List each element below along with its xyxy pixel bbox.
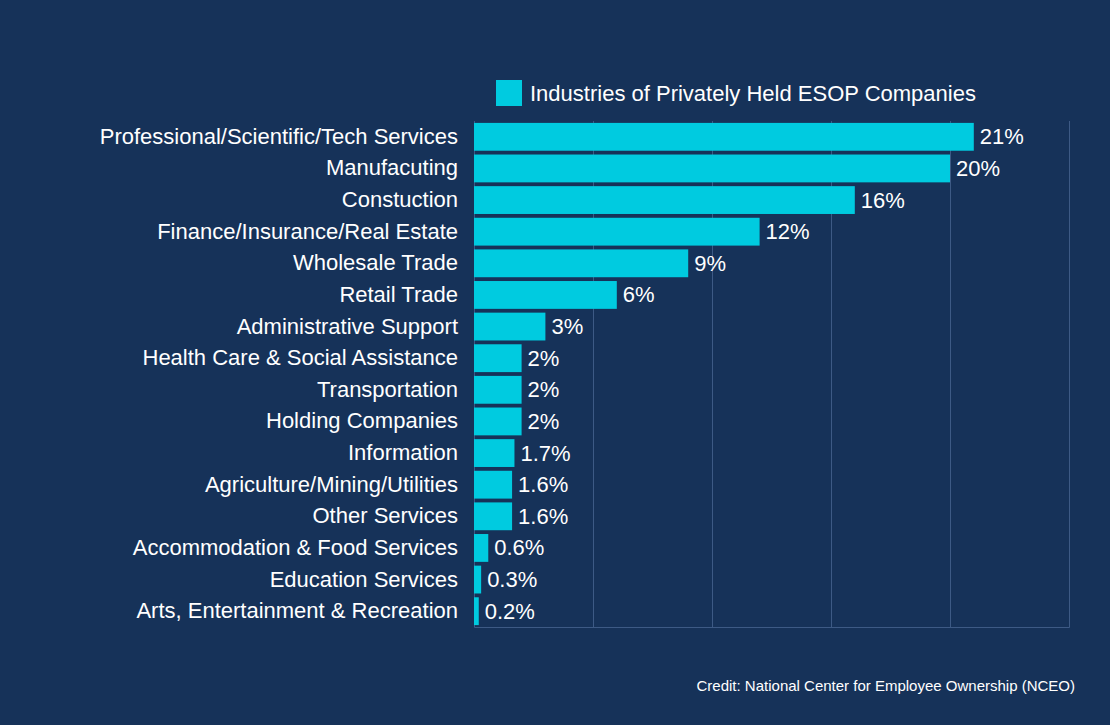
y-tick-label: Administrative Support: [237, 314, 458, 339]
y-tick-label: Retail Trade: [339, 282, 458, 307]
y-tick: Agriculture/Mining/Utilities: [205, 472, 474, 497]
y-tick-label: Manufacuting: [326, 155, 458, 180]
y-tick: Health Care & Social Assistance: [143, 345, 475, 370]
y-tick: Wholesale Trade: [293, 250, 474, 275]
data-label: 6%: [623, 282, 655, 307]
y-tick-label: Transportation: [317, 377, 458, 402]
data-label: 0.3%: [487, 567, 537, 592]
x-axis: [475, 121, 1070, 628]
bar: [474, 566, 481, 594]
bar: [474, 249, 688, 277]
y-tick-label: Health Care & Social Assistance: [143, 345, 459, 370]
bar: [474, 439, 514, 467]
data-label: 12%: [766, 219, 810, 244]
bar: [474, 376, 522, 404]
y-tick-label: Education Services: [270, 567, 458, 592]
bar: [474, 597, 479, 625]
grid-line: [1069, 121, 1070, 627]
data-label: 1.7%: [520, 441, 570, 466]
y-tick: Education Services: [270, 567, 474, 592]
y-tick: Constuction: [342, 187, 474, 212]
bar: [474, 408, 522, 436]
y-tick-label: Holding Companies: [266, 408, 458, 433]
y-tick: Transportation: [317, 377, 474, 402]
y-tick: Information: [348, 440, 474, 465]
legend-label: Industries of Privately Held ESOP Compan…: [530, 81, 976, 106]
y-tick-label: Other Services: [313, 503, 459, 528]
y-tick-label: Agriculture/Mining/Utilities: [205, 472, 458, 497]
data-label: 16%: [861, 188, 905, 213]
bar: [474, 218, 760, 246]
y-tick-label: Wholesale Trade: [293, 250, 458, 275]
y-tick: Professional/Scientific/Tech Services: [100, 124, 474, 149]
data-label: 3%: [551, 314, 583, 339]
data-label: 1.6%: [518, 472, 568, 497]
y-tick: Holding Companies: [266, 408, 474, 433]
y-tick: Other Services: [313, 503, 475, 528]
y-tick-label: Professional/Scientific/Tech Services: [100, 124, 458, 149]
y-tick-label: Finance/Insurance/Real Estate: [157, 219, 458, 244]
background: [0, 0, 1110, 725]
bar: [474, 186, 855, 214]
bar: [474, 534, 488, 562]
y-tick: Arts, Entertainment & Recreation: [136, 598, 474, 623]
y-tick-label: Information: [348, 440, 458, 465]
bar: [474, 281, 617, 309]
data-label: 2%: [528, 377, 560, 402]
data-label: 2%: [528, 346, 560, 371]
y-tick: Accommodation & Food Services: [133, 535, 474, 560]
data-label: 1.6%: [518, 504, 568, 529]
bar: [474, 471, 512, 499]
chart: 21% 20% 16% 12% 9% 6% 3% 2% 2% 2% 1.7% 1.6% 1.6% 0.6%…: [0, 0, 1110, 725]
data-label: 9%: [694, 251, 726, 276]
y-tick-label: Constuction: [342, 187, 458, 212]
bar: [474, 123, 974, 151]
data-label: 21%: [980, 124, 1024, 149]
y-axis: Professional/Scientific/Tech Services Man…: [100, 124, 474, 623]
y-tick: Administrative Support: [237, 314, 474, 339]
data-label: 20%: [956, 156, 1000, 181]
grid-line: [950, 121, 951, 627]
y-tick-label: Arts, Entertainment & Recreation: [136, 598, 458, 623]
legend-swatch: [496, 80, 522, 106]
data-label: 0.6%: [494, 535, 544, 560]
y-tick: Retail Trade: [339, 282, 474, 307]
credit: Credit: National Center for Employee Own…: [697, 677, 1075, 694]
x-axis-line: [475, 121, 1070, 628]
y-tick: Finance/Insurance/Real Estate: [157, 219, 474, 244]
bars: [474, 123, 974, 625]
x-tick: [1069, 121, 1070, 627]
y-tick-label: Accommodation & Food Services: [133, 535, 458, 560]
x-tick: [950, 121, 951, 627]
bar: [474, 344, 522, 372]
data-label: 2%: [528, 409, 560, 434]
data-label: 0.2%: [485, 599, 535, 624]
data-labels: 21% 20% 16% 12% 9% 6% 3% 2% 2% 2% 1.7% 1.6% 1.6% 0.6%…: [485, 124, 1024, 623]
bar: [474, 502, 512, 530]
y-tick: Manufacuting: [326, 155, 474, 180]
bar: [474, 313, 545, 341]
bar: [474, 155, 950, 183]
legend: Industries of Privately Held ESOP Compan…: [496, 80, 976, 106]
